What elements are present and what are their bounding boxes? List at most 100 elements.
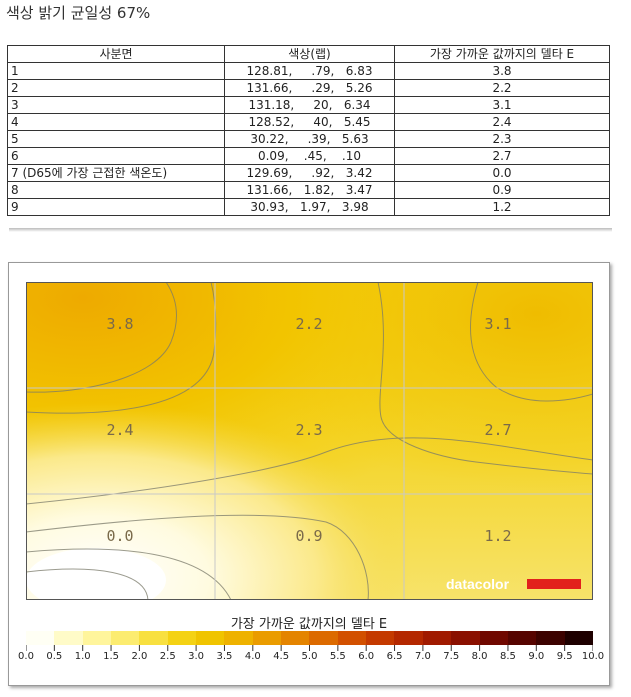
cell-delta: 2.2 [394, 79, 610, 97]
legend-tick-label: 6.5 [386, 651, 403, 662]
page-title: 색상 밝기 균일성 67% [6, 4, 151, 22]
cell-delta: 2.3 [394, 130, 610, 148]
quadrant-value: 3.1 [484, 315, 511, 333]
cell-quadrant: 6 [7, 147, 225, 165]
cell-delta: 2.4 [394, 113, 610, 131]
cell-delta: 3.1 [394, 96, 610, 114]
quadrant-value: 2.7 [484, 421, 511, 439]
datacolor-logo-text: datacolor [446, 576, 510, 592]
table-row: 2 131.66, .29, 5.26 2.2 [7, 79, 610, 97]
quadrant-value: 3.8 [106, 315, 133, 333]
quadrant-value: 1.2 [484, 527, 511, 545]
legend-color-swatch [252, 631, 282, 645]
cell-delta: 3.8 [394, 62, 610, 80]
contour-line [377, 282, 593, 475]
quadrant-value: 2.3 [295, 421, 322, 439]
cell-lab: 128.81, .79, 6.83 [224, 62, 395, 80]
legend-color-swatch [422, 631, 452, 645]
table-shadow [9, 228, 612, 232]
legend-ticks [26, 645, 593, 651]
legend-color-swatch [111, 631, 140, 645]
column-header-delta: 가장 가까운 값까지의 델타 E [394, 45, 610, 63]
cell-lab: 30.22, .39, 5.63 [224, 130, 395, 148]
legend-tick-label: 7.0 [414, 651, 431, 662]
table-row: 3 131.18, 20, 6.34 3.1 [7, 96, 610, 114]
column-header-lab: 색상(랩) [224, 45, 395, 63]
cell-quadrant: 8 [7, 181, 225, 199]
legend-color-swatch [224, 631, 253, 645]
quadrant-value: 0.9 [295, 527, 322, 545]
cell-delta: 0.9 [394, 181, 610, 199]
heatmap-cool-region [26, 282, 593, 600]
legend-tick-label: 8.0 [471, 651, 488, 662]
legend-tick-label: 6.0 [358, 651, 375, 662]
contour-lines [26, 282, 593, 600]
legend-tick-label: 9.0 [528, 651, 545, 662]
legend-color-swatch [196, 631, 225, 645]
legend-color-swatch [167, 631, 197, 645]
legend-title: 가장 가까운 값까지의 델타 E [230, 617, 388, 632]
cell-delta: 0.0 [394, 164, 610, 182]
table-row: 4 128.52, 40, 5.45 2.4 [7, 113, 610, 131]
legend-color-swatch [82, 631, 112, 645]
heatmap-white-spot [26, 548, 166, 600]
legend-tick-label: 1.0 [74, 651, 91, 662]
delta-e-table: 사분면 색상(랩) 가장 가까운 값까지의 델타 E 1 128.81, .79,… [7, 45, 610, 216]
legend-tick-labels: 0.0 0.5 1.0 1.5 2.0 2.5 3.0 3.5 4.0 4.5 5.0 5.5 6.0 6… [9, 651, 609, 665]
legend-color-swatch [54, 631, 83, 645]
legend-color-swatch [564, 631, 593, 645]
cell-lab: 128.52, 40, 5.45 [224, 113, 395, 131]
legend-tick-label: 7.5 [443, 651, 460, 662]
cell-lab: 131.18, 20, 6.34 [224, 96, 395, 114]
legend-tick-label: 1.5 [103, 651, 119, 662]
table-header-row: 사분면 색상(랩) 가장 가까운 값까지의 델타 E [7, 45, 610, 63]
contour-line [470, 282, 593, 402]
contour-line [26, 437, 593, 505]
cell-quadrant: 2 [7, 79, 225, 97]
legend-tick-label: 4.0 [244, 651, 261, 662]
contour-line [26, 568, 149, 600]
legend-tick-label: 5.0 [301, 651, 318, 662]
legend-tick-label: 3.0 [188, 651, 205, 662]
uniformity-heatmap: 3.8 2.2 3.1 2.4 2.3 2.7 0.0 0.9 1.2 data… [26, 282, 593, 600]
legend-color-swatch [536, 631, 565, 645]
legend-color-swatch [281, 631, 310, 645]
table-row: 6 0.09, .45, .10 2.7 [7, 147, 610, 165]
table-row: 8 131.66, 1.82, 3.47 0.9 [7, 181, 610, 199]
legend-color-swatch [26, 631, 55, 645]
legend-tick-label: 0.0 [18, 651, 34, 662]
cell-quadrant: 9 [7, 198, 225, 216]
table-row: 9 30.93, 1.97, 3.98 1.2 [7, 198, 610, 216]
uniformity-heatmap-panel: 3.8 2.2 3.1 2.4 2.3 2.7 0.0 0.9 1.2 data… [8, 262, 610, 686]
cell-lab: 131.66, 1.82, 3.47 [224, 181, 395, 199]
legend-tick-label: 8.5 [499, 651, 516, 662]
legend-tick-label: 10.0 [581, 651, 605, 662]
legend-color-swatch [451, 631, 480, 645]
legend-color-swatch [139, 631, 168, 645]
cell-quadrant: 1 [7, 62, 225, 80]
cell-delta: 1.2 [394, 198, 610, 216]
quadrant-value: 2.4 [106, 421, 133, 439]
legend-tick-label: 0.5 [46, 651, 63, 662]
contour-line [26, 514, 369, 600]
legend-color-swatch [337, 631, 367, 645]
cell-lab: 0.09, .45, .10 [224, 147, 395, 165]
contour-line [26, 282, 177, 393]
table-row: 5 30.22, .39, 5.63 2.3 [7, 130, 610, 148]
cell-quadrant: 5 [7, 130, 225, 148]
cell-delta: 2.7 [394, 147, 610, 165]
heatmap-border [26, 282, 593, 600]
legend-color-swatch [507, 631, 537, 645]
legend-tick-label: 2.0 [131, 651, 148, 662]
cell-lab: 30.93, 1.97, 3.98 [224, 198, 395, 216]
quadrant-values: 3.8 2.2 3.1 2.4 2.3 2.7 0.0 0.9 1.2 [106, 315, 511, 545]
table-row: 1 128.81, .79, 6.83 3.8 [7, 62, 610, 80]
table-row: 7 (D65에 가장 근접한 색온도) 129.69, .92, 3.42 0.0 [7, 164, 610, 182]
legend-color-swatch [394, 631, 423, 645]
legend-tick-label: 4.5 [273, 651, 290, 662]
cell-lab: 131.66, .29, 5.26 [224, 79, 395, 97]
legend-tick-label: 3.5 [216, 651, 233, 662]
cell-quadrant: 3 [7, 96, 225, 114]
cell-quadrant: 7 (D65에 가장 근접한 색온도) [7, 164, 225, 182]
legend-color-scale [26, 631, 593, 645]
